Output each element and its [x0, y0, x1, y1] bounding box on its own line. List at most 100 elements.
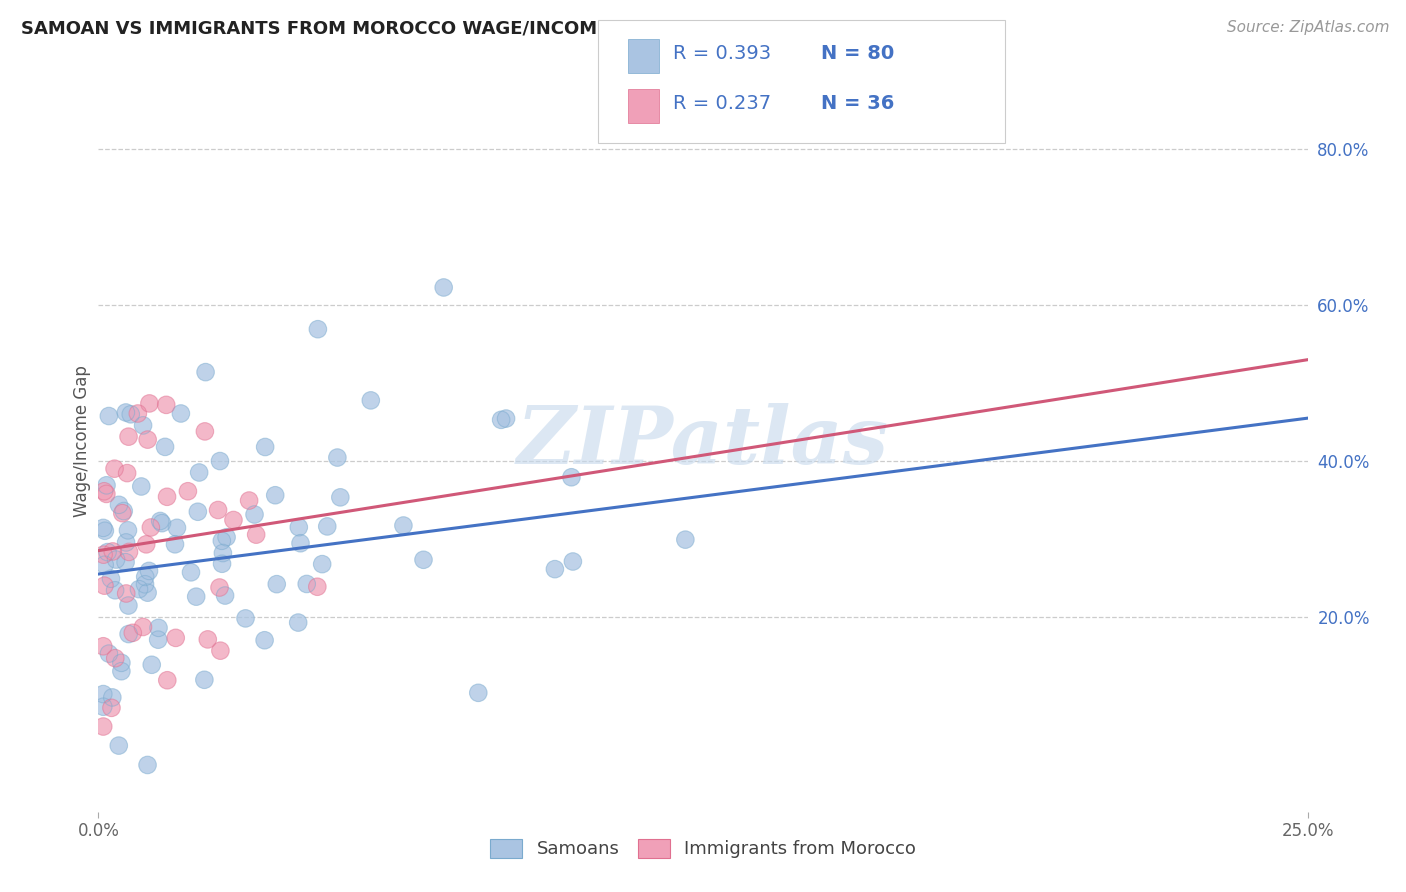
Point [222, 513, 245, 527]
Point [94, 524, 117, 538]
Point [150, 516, 173, 531]
Point [96, 478, 118, 492]
Point [134, 577, 156, 591]
Point [307, 322, 329, 336]
Point [91, 521, 114, 535]
Point [141, 657, 163, 672]
Point [186, 590, 208, 604]
Point [118, 545, 141, 559]
Point [212, 546, 235, 560]
Point [96, 545, 118, 559]
Point [91, 687, 114, 701]
Point [155, 398, 177, 412]
Text: N = 80: N = 80 [821, 45, 894, 63]
Point [146, 632, 169, 647]
Point [115, 586, 138, 600]
Point [111, 506, 134, 520]
Point [392, 518, 415, 533]
Point [117, 524, 139, 538]
Point [91, 720, 114, 734]
Point [149, 514, 172, 528]
Point [148, 621, 170, 635]
Point [97, 647, 120, 661]
Point [329, 491, 352, 505]
Point [104, 651, 127, 665]
Point [467, 686, 489, 700]
Point [129, 479, 152, 493]
Point [209, 643, 232, 657]
Point [138, 396, 160, 410]
Point [307, 322, 329, 336]
Point [311, 557, 333, 571]
Point [115, 405, 138, 419]
Point [97, 409, 120, 423]
Point [96, 545, 118, 559]
Point [141, 657, 163, 672]
Point [93, 484, 115, 499]
Point [96, 478, 118, 492]
Point [194, 365, 217, 379]
Point [561, 554, 583, 568]
Point [215, 530, 238, 544]
Point [134, 570, 156, 584]
Point [121, 625, 143, 640]
Point [101, 544, 124, 558]
Point [105, 552, 128, 566]
Point [104, 583, 127, 598]
Point [207, 503, 229, 517]
Point [136, 758, 159, 772]
Point [93, 484, 115, 499]
Point [187, 505, 209, 519]
Point [107, 739, 129, 753]
Point [311, 557, 333, 571]
Point [105, 552, 128, 566]
Point [150, 516, 173, 531]
Point [290, 536, 312, 550]
Point [149, 514, 172, 528]
Point [93, 579, 115, 593]
Point [120, 407, 142, 421]
Point [177, 484, 200, 499]
Point [91, 640, 114, 654]
Point [412, 553, 434, 567]
Point [290, 536, 312, 550]
Point [114, 555, 136, 569]
Point [561, 554, 583, 568]
Point [186, 590, 208, 604]
Point [245, 527, 267, 541]
Point [128, 582, 150, 596]
Point [188, 466, 211, 480]
Point [132, 620, 155, 634]
Point [127, 407, 149, 421]
Point [120, 407, 142, 421]
Point [214, 589, 236, 603]
Point [326, 450, 349, 465]
Point [254, 440, 277, 454]
Point [103, 461, 125, 475]
Point [118, 545, 141, 559]
Point [91, 699, 114, 714]
Point [208, 454, 231, 468]
Point [115, 586, 138, 600]
Text: SAMOAN VS IMMIGRANTS FROM MOROCCO WAGE/INCOME GAP CORRELATION CHART: SAMOAN VS IMMIGRANTS FROM MOROCCO WAGE/I… [21, 20, 879, 37]
Point [544, 562, 567, 576]
Point [110, 656, 132, 670]
Point [117, 599, 139, 613]
Point [115, 466, 138, 480]
Point [103, 461, 125, 475]
Point [295, 577, 318, 591]
Point [211, 557, 233, 571]
Point [115, 535, 138, 549]
Point [117, 627, 139, 641]
Point [136, 433, 159, 447]
Point [307, 580, 329, 594]
Point [208, 581, 231, 595]
Point [138, 564, 160, 578]
Point [243, 508, 266, 522]
Point [115, 535, 138, 549]
Point [134, 570, 156, 584]
Point [115, 466, 138, 480]
Point [264, 488, 287, 502]
Point [412, 553, 434, 567]
Legend: Samoans, Immigrants from Morocco: Samoans, Immigrants from Morocco [482, 831, 924, 865]
